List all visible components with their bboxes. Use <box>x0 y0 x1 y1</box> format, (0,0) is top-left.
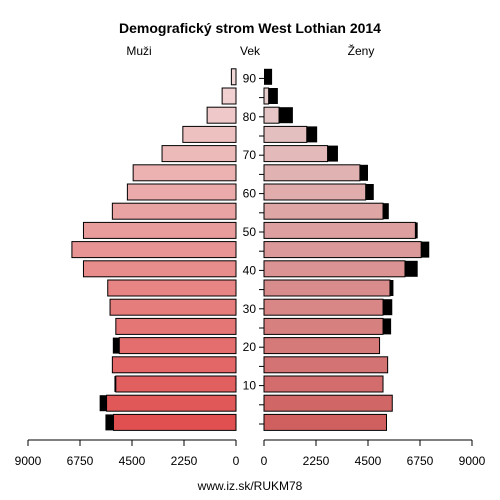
female-surplus-bar <box>415 222 418 239</box>
female-bar <box>263 183 367 201</box>
male-bar <box>115 375 237 393</box>
chart-title: Demografický strom West Lothian 2014 <box>119 20 381 36</box>
male-surplus-bar <box>105 414 114 431</box>
female-surplus-bar <box>327 145 338 162</box>
female-bars <box>263 68 430 431</box>
female-surplus-bar <box>279 107 293 124</box>
male-bar <box>82 221 237 239</box>
female-bar <box>263 106 280 124</box>
female-bar <box>263 356 389 374</box>
male-bar <box>182 125 237 143</box>
female-bar <box>263 260 406 278</box>
female-bar <box>263 241 422 259</box>
age-tick-label: 20 <box>243 340 257 354</box>
male-x-tick-label: 9000 <box>15 454 42 468</box>
age-tick-label: 30 <box>243 302 257 316</box>
female-surplus-bar <box>365 184 374 200</box>
female-surplus-bar <box>268 88 278 104</box>
female-x-tick-label: 2250 <box>303 454 330 468</box>
male-bar <box>132 164 237 182</box>
male-label: Muži <box>126 44 151 58</box>
female-surplus-bar <box>383 203 389 220</box>
female-bar <box>263 145 329 163</box>
female-bar <box>263 337 381 355</box>
female-bar <box>263 125 308 143</box>
male-bar <box>221 87 237 105</box>
female-bar <box>263 202 384 220</box>
male-surplus-bar <box>99 395 107 412</box>
male-bar <box>113 413 237 431</box>
female-bar <box>263 298 384 316</box>
female-surplus-bar <box>359 164 368 181</box>
female-surplus-bar <box>264 68 273 85</box>
female-bar <box>263 375 384 393</box>
female-surplus-bar <box>306 126 318 143</box>
age-tick-label: 10 <box>243 379 257 393</box>
age-label: Vek <box>240 44 261 58</box>
male-bar <box>161 145 237 163</box>
male-surplus-bar <box>112 337 120 354</box>
female-bar <box>263 221 416 239</box>
age-tick-label: 80 <box>243 110 257 124</box>
female-x-tick-label: 6750 <box>407 454 434 468</box>
male-bar <box>118 337 237 355</box>
male-bar <box>126 183 237 201</box>
male-bar <box>206 106 237 124</box>
female-surplus-bar <box>383 318 392 335</box>
age-tick-label: 90 <box>243 71 257 85</box>
female-bar <box>263 317 384 335</box>
male-surplus-bar <box>114 376 116 392</box>
female-x-tick-label: 4500 <box>355 454 382 468</box>
male-bar <box>230 68 237 86</box>
male-bar <box>71 241 237 259</box>
female-bar <box>263 413 387 431</box>
male-x-tick-label: 4500 <box>119 454 146 468</box>
male-bar <box>115 317 237 335</box>
female-label: Ženy <box>348 43 375 58</box>
male-bar <box>82 260 237 278</box>
male-x-tick-label: 2250 <box>171 454 198 468</box>
footer-url: www.iz.sk/RUKM78 <box>197 479 303 493</box>
male-bars <box>71 68 237 431</box>
female-bar <box>263 279 391 297</box>
male-bar <box>111 202 237 220</box>
male-bar <box>107 279 237 297</box>
x-axes: 9000 6750 4500 2250 0 0 2250 4500 6750 9000 <box>15 439 486 468</box>
age-tick-label: 70 <box>243 148 257 162</box>
female-x-tick-label: 9000 <box>459 454 486 468</box>
male-x-tick-label: 6750 <box>67 454 94 468</box>
male-x-tick-label: 0 <box>233 454 240 468</box>
female-x-tick-label: 0 <box>261 454 268 468</box>
female-bar <box>263 87 270 105</box>
age-tick-label: 60 <box>243 187 257 201</box>
age-axis: 10 20 30 40 50 60 70 80 90 <box>243 71 264 425</box>
male-bar <box>109 298 237 316</box>
female-surplus-bar <box>421 241 430 258</box>
female-surplus-bar <box>383 299 393 316</box>
female-surplus-bar <box>389 280 394 296</box>
female-bar <box>263 164 361 182</box>
age-tick-label: 40 <box>243 263 257 277</box>
age-tick-label: 50 <box>243 225 257 239</box>
male-bar <box>111 356 237 374</box>
male-bar <box>106 394 237 412</box>
female-surplus-bar <box>404 260 418 277</box>
female-bar <box>263 394 393 412</box>
